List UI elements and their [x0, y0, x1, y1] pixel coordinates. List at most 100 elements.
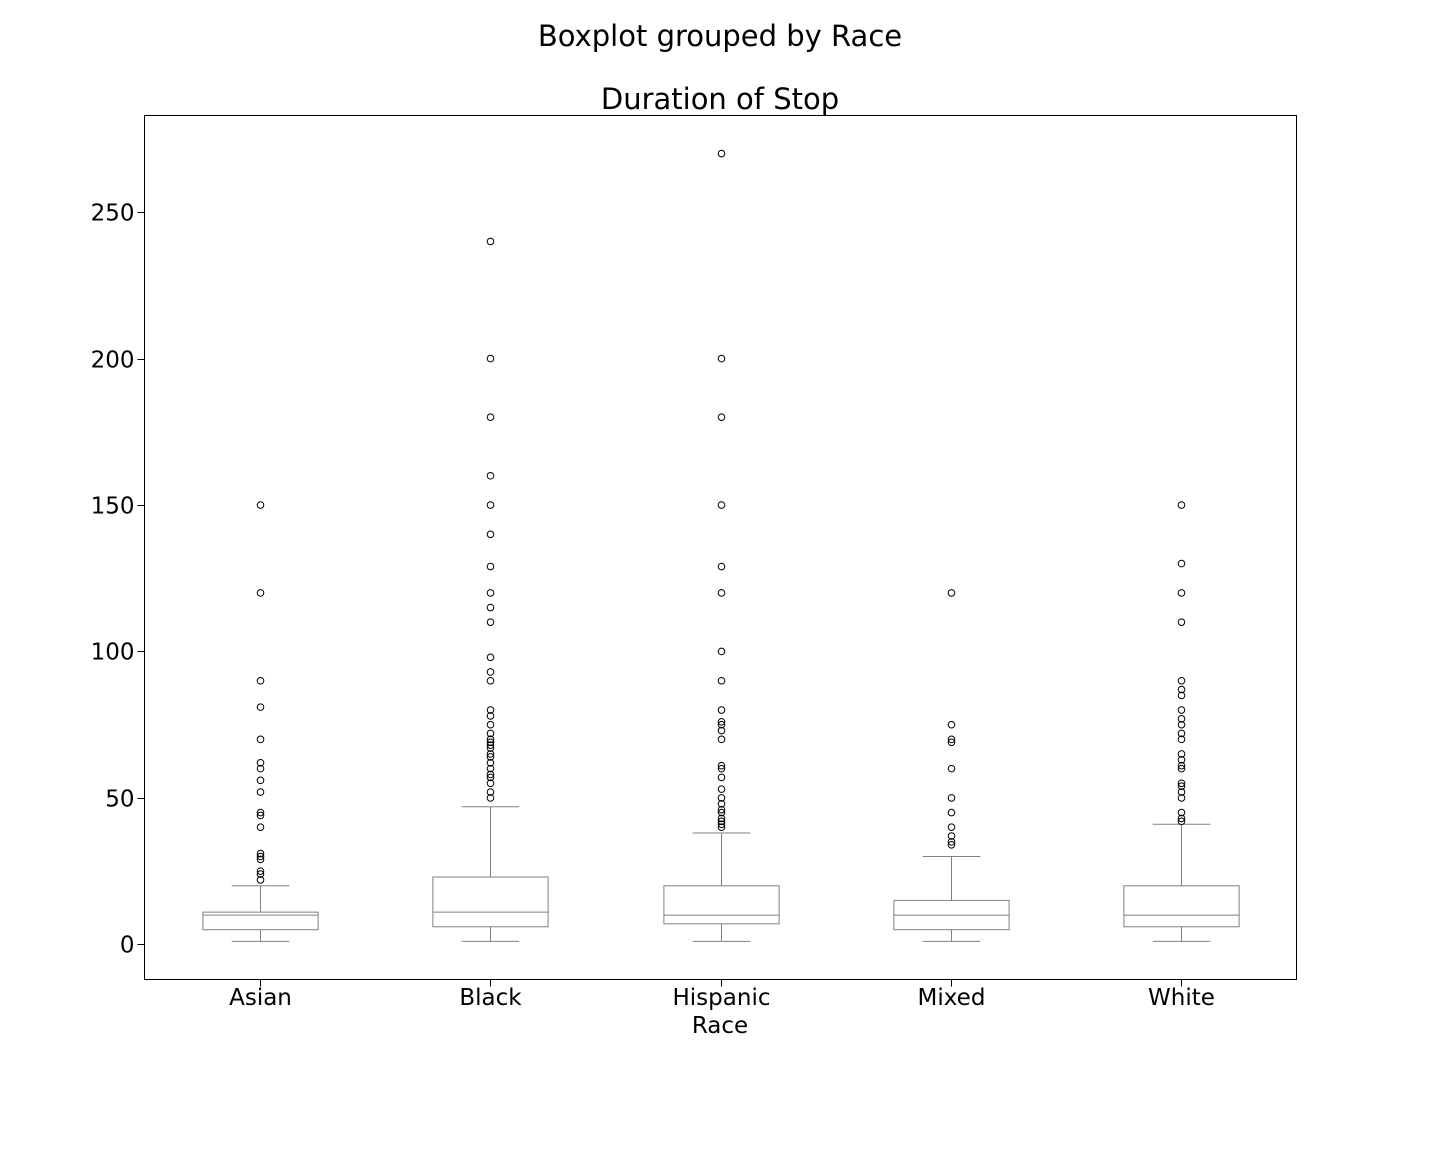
flier-point	[947, 794, 956, 802]
flier-point	[947, 764, 956, 773]
flier-point	[256, 776, 265, 785]
flier-point	[1177, 814, 1186, 823]
flier-point	[717, 799, 726, 808]
flier-point	[1177, 808, 1186, 817]
x-tick-label: Asian	[229, 985, 292, 1011]
box-group	[663, 149, 780, 942]
flier-point	[486, 741, 495, 749]
flier-point	[717, 764, 726, 773]
flier-point	[256, 676, 265, 685]
flier-point	[1177, 756, 1186, 764]
flier-point	[1177, 817, 1186, 826]
flier-point	[486, 753, 495, 761]
flier-point	[256, 735, 265, 744]
flier-point	[486, 764, 495, 773]
flier-point	[1177, 729, 1186, 738]
flier-point	[717, 817, 726, 826]
flier-point	[486, 354, 495, 363]
flier-point	[486, 729, 495, 738]
flier-point	[486, 413, 495, 421]
flier-point	[1177, 501, 1186, 509]
x-tick-label: Hispanic	[673, 985, 771, 1011]
flier-point	[256, 788, 265, 796]
flier-point	[256, 764, 265, 773]
x-axis-label: Race	[692, 1013, 748, 1039]
axes-frame	[144, 115, 1297, 980]
flier-point	[717, 814, 726, 823]
flier-point	[1177, 782, 1186, 790]
flier-point	[1177, 706, 1186, 714]
flier-point	[1177, 559, 1186, 568]
flier-point	[717, 808, 726, 817]
flier-point	[717, 501, 726, 509]
x-tick-label: Black	[459, 985, 522, 1011]
flier-point	[1177, 750, 1186, 758]
flier-point	[486, 788, 495, 796]
flier-point	[256, 501, 265, 509]
flier-point	[256, 703, 265, 711]
flier-point	[486, 735, 495, 744]
x-tick-label: Mixed	[918, 985, 986, 1011]
flier-point	[947, 720, 956, 729]
flier-point	[256, 823, 265, 832]
flier-point	[717, 820, 726, 829]
flier-point	[486, 706, 495, 714]
flier-point	[717, 735, 726, 744]
flier-point	[717, 805, 726, 814]
flier-point	[256, 876, 265, 884]
chart-suptitle: Boxplot grouped by Race	[538, 19, 902, 53]
flier-point	[947, 735, 956, 744]
flier-point	[256, 870, 265, 878]
flier-point	[256, 867, 265, 875]
flier-point	[486, 712, 495, 720]
flier-point	[486, 738, 495, 747]
flier-point	[717, 413, 726, 421]
flier-point	[486, 750, 495, 758]
flier-point	[486, 501, 495, 509]
y-tick-label: 50	[105, 787, 134, 813]
flier-point	[256, 808, 265, 817]
y-tick-label: 150	[91, 494, 135, 520]
flier-point	[717, 794, 726, 802]
flier-point	[486, 794, 495, 802]
flier-point	[717, 726, 726, 735]
box-group	[432, 237, 549, 942]
flier-point	[486, 603, 495, 612]
flier-point	[947, 738, 956, 747]
flier-point	[486, 676, 495, 685]
flier-point	[1177, 779, 1186, 788]
y-tick-label: 0	[120, 933, 135, 959]
y-tick-label: 200	[91, 348, 135, 374]
flier-point	[947, 838, 956, 846]
flier-point	[947, 589, 956, 597]
flier-point	[947, 840, 956, 849]
flier-point	[486, 471, 495, 480]
flier-point	[1177, 794, 1186, 802]
box-group	[1123, 501, 1240, 942]
x-tick-label: White	[1148, 985, 1215, 1011]
flier-point	[256, 855, 265, 864]
flier-point	[717, 720, 726, 729]
flier-point	[256, 589, 265, 597]
flier-point	[717, 149, 726, 158]
flier-point	[717, 589, 726, 597]
flier-point	[717, 647, 726, 656]
box	[432, 876, 549, 928]
flier-point	[717, 706, 726, 714]
flier-point	[717, 823, 726, 832]
flier-point	[256, 758, 265, 767]
flier-point	[1177, 589, 1186, 597]
flier-point	[717, 717, 726, 726]
y-axis: 0 50 100 150 200 250	[91, 201, 145, 959]
flier-point	[1177, 720, 1186, 729]
flier-point	[717, 761, 726, 770]
flier-point	[256, 811, 265, 820]
y-tick-label: 250	[91, 201, 135, 227]
flier-point	[486, 779, 495, 788]
flier-point	[256, 852, 265, 861]
box-group	[893, 589, 1010, 942]
flier-point	[486, 770, 495, 779]
flier-point	[717, 785, 726, 793]
flier-point	[256, 849, 265, 858]
flier-point	[1177, 715, 1186, 723]
